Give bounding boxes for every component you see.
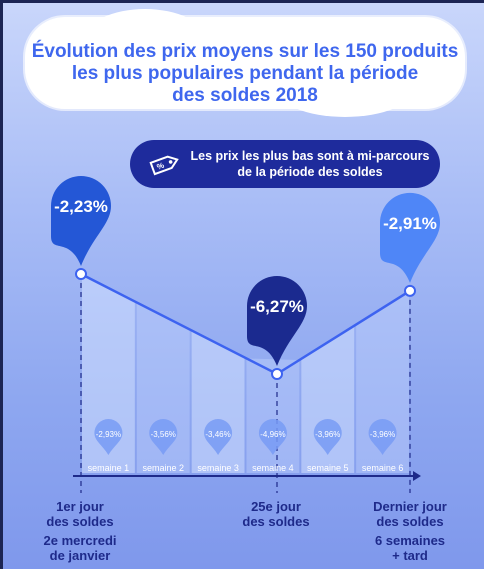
week-label: semaine 2 — [142, 463, 184, 473]
week-column — [191, 330, 245, 473]
weekly-pin-shape — [94, 419, 123, 455]
week-column — [82, 274, 135, 473]
label-last-day: Dernier jour des soldes 6 semaines + tar… — [355, 499, 465, 563]
label-first-day: 1er jour des soldes 2e mercredi de janvi… — [25, 499, 135, 563]
value-pin-shape — [380, 192, 440, 283]
title-cloud — [25, 9, 465, 117]
value-pin-label: -6,27% — [250, 297, 304, 316]
data-point — [271, 368, 283, 380]
title-line-2: les plus populaires pendant la période — [71, 63, 419, 84]
label-last-day-sub-1: 6 semaines — [374, 533, 446, 548]
week-label: semaine 3 — [197, 463, 239, 473]
callout-banner: % Les prix les plus bas sont à mi-parcou… — [130, 140, 440, 188]
value-pin-shape — [51, 176, 111, 266]
callout-line-2: de la période des soldes — [237, 165, 383, 179]
weekly-value-label: -3,96% — [370, 430, 395, 439]
weekly-value-label: -4,96% — [260, 430, 285, 439]
weekly-pin-shape — [368, 419, 397, 455]
value-pin-shape — [247, 276, 307, 366]
weekly-value-label: -3,96% — [315, 430, 340, 439]
time-axis-arrow — [413, 471, 421, 481]
price-chart: -2,93% semaine 1 -3,56% semaine 2 -3,46% sema… — [51, 176, 440, 493]
label-25th-day-line-1: 25e jour — [251, 499, 301, 514]
callout-line-1: Les prix les plus bas sont à mi-parcours — [190, 149, 430, 163]
weekly-pin: -3,96% — [313, 419, 342, 455]
week-column — [356, 291, 409, 473]
week-column — [246, 358, 300, 473]
weekly-pin-shape — [313, 419, 342, 455]
value-pin: -6,27% — [247, 276, 307, 366]
value-pin: -2,91% — [380, 192, 440, 283]
weekly-pin: -3,56% — [149, 419, 178, 455]
weekly-value-label: -3,46% — [205, 430, 230, 439]
weekly-pin: -3,96% — [368, 419, 397, 455]
weekly-pin-shape — [149, 419, 178, 455]
value-pin-label: -2,91% — [383, 214, 437, 233]
weekly-pin: -3,46% — [204, 419, 233, 455]
label-25th-day: 25e jour des soldes — [221, 499, 331, 529]
label-last-day-sub-2: + tard — [392, 548, 428, 563]
title-line-3: des soldes 2018 — [172, 85, 318, 106]
weekly-pin: -4,96% — [258, 419, 287, 455]
label-last-day-line-2: des soldes — [376, 514, 444, 529]
weekly-pin-shape — [204, 419, 233, 455]
weekly-value-label: -2,93% — [96, 430, 121, 439]
label-last-day-line-1: Dernier jour — [373, 499, 447, 514]
data-point — [404, 284, 416, 297]
title-line-1: Évolution des prix moyens sur les 150 pr… — [31, 41, 459, 62]
week-label: semaine 1 — [88, 463, 130, 473]
label-first-day-sub-2: de janvier — [49, 548, 111, 563]
callout-text: Les prix les plus bas sont à mi-parcours… — [190, 148, 430, 180]
price-tag-icon: % — [149, 155, 179, 176]
week-label: semaine 4 — [252, 463, 294, 473]
label-first-day-sub-1: 2e mercredi — [43, 533, 117, 548]
value-pin-label: -2,23% — [54, 197, 108, 216]
label-25th-day-line-2: des soldes — [242, 514, 310, 529]
weekly-pin: -2,93% — [94, 419, 123, 455]
week-label: semaine 5 — [307, 463, 349, 473]
data-point — [75, 268, 87, 280]
svg-text:%: % — [156, 161, 166, 172]
week-label: semaine 6 — [362, 463, 404, 473]
label-first-day-line-2: des soldes — [46, 514, 114, 529]
page-title: Évolution des prix moyens sur les 150 pr… — [25, 41, 465, 107]
label-first-day-line-1: 1er jour — [56, 499, 104, 514]
weekly-pin-shape — [258, 419, 287, 455]
value-pin: -2,23% — [51, 176, 111, 266]
weekly-value-label: -3,56% — [151, 430, 176, 439]
